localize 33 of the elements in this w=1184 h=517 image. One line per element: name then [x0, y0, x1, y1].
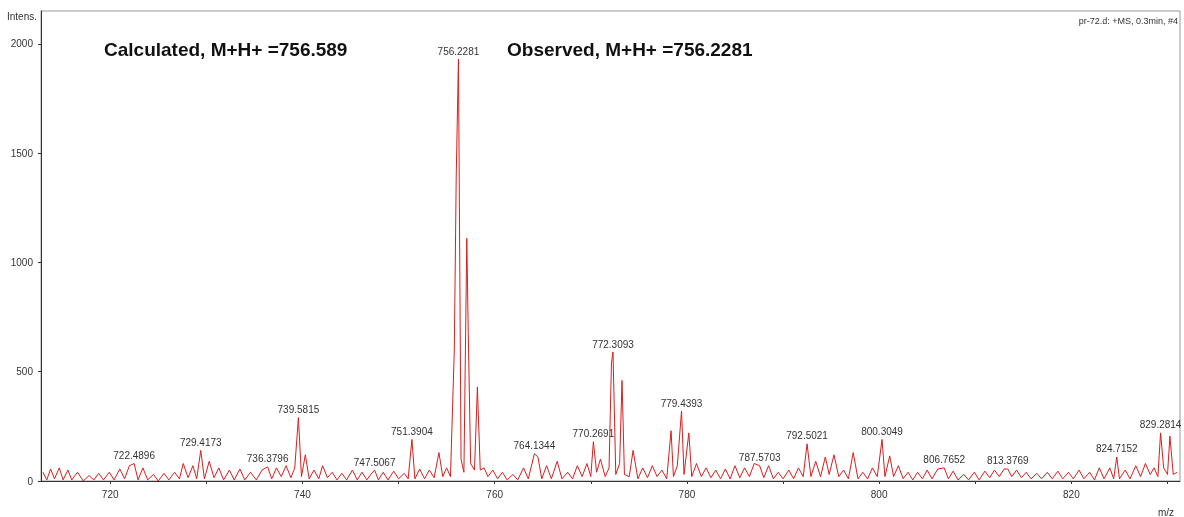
annotation: 787.5703: [738, 452, 781, 464]
annotation: 747.5067: [353, 456, 396, 468]
x-tick-label: 760: [486, 488, 504, 500]
y-tick-label: 2000: [10, 38, 34, 50]
annotation: 813.3769: [986, 455, 1030, 467]
annotation: 824.7152: [1095, 443, 1139, 455]
y-tick-label: 1000: [10, 256, 34, 268]
y-tick-label: 0: [27, 475, 34, 487]
chart-subtitle: pr-72.d: +MS, 0.3min, #4: [1078, 15, 1179, 26]
x-tick-label: 800: [870, 488, 888, 500]
y-tick-label: 1500: [10, 147, 34, 159]
annotation: 756.2281: [437, 45, 480, 57]
annotation: 779.4393: [660, 397, 703, 409]
y-tick-label: 500: [16, 366, 34, 378]
x-tick-label: 820: [1063, 488, 1081, 500]
annotation: 800.3049: [861, 425, 904, 437]
x-tick-label: 720: [101, 488, 119, 500]
annotation: 829.2814: [1139, 419, 1182, 431]
annotation: 739.5815: [277, 404, 320, 416]
x-tick-label: 780: [678, 488, 696, 500]
x-tick-label: 740: [294, 488, 312, 500]
x-axis-title: m/z: [1158, 506, 1175, 517]
annotation: 764.1344: [513, 440, 556, 452]
annotation: 806.7652: [923, 454, 966, 466]
annotation: 772.3093: [592, 338, 635, 350]
annotation: Calculated, M+H+ =756.589: [104, 39, 348, 60]
annotation: Observed, M+H+ =756.2281: [507, 39, 753, 60]
annotation: 751.3904: [391, 425, 434, 437]
y-axis-title: Intens.: [6, 10, 37, 22]
annotation: 736.3796: [246, 453, 289, 465]
annotation: 722.4896: [113, 450, 156, 462]
annotation: 729.4173: [179, 436, 223, 448]
annotation: 792.5021: [786, 430, 829, 442]
